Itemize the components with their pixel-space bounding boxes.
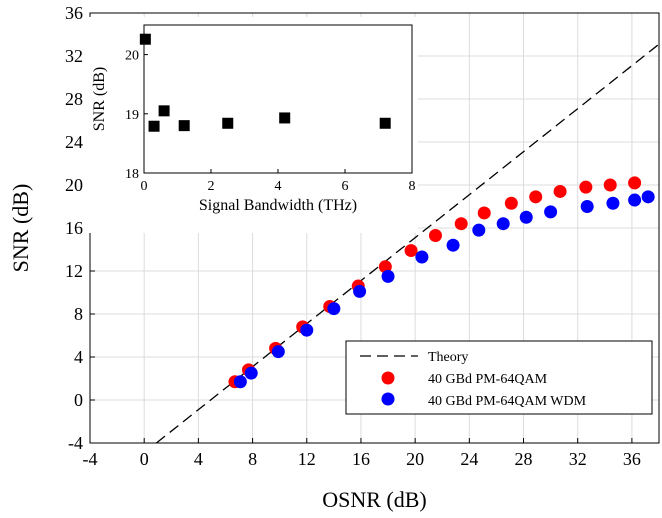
legend-label-64qam: 40 GBd PM-64QAM	[428, 372, 548, 387]
inset-y-axis-label: SNR (dB)	[91, 67, 108, 131]
inset-x-tick-label: 8	[409, 179, 416, 194]
x-tick-label: 20	[406, 449, 424, 469]
data-point-64qam-wdm	[641, 190, 655, 204]
y-tick-label: 0	[74, 390, 83, 410]
data-point-64qam-wdm	[446, 238, 460, 252]
y-tick-label: -4	[68, 433, 83, 453]
data-point-64qam-wdm	[353, 284, 367, 298]
data-point-64qam	[404, 244, 418, 258]
legend: Theory 40 GBd PM-64QAM 40 GBd PM-64QAM W…	[345, 340, 653, 415]
x-tick-label: 32	[569, 449, 587, 469]
data-point-64qam-wdm	[544, 205, 558, 219]
y-tick-label: 4	[74, 347, 83, 367]
legend-swatch-blue	[381, 392, 395, 406]
x-tick-label: -4	[83, 449, 98, 469]
y-axis-label: SNR (dB)	[8, 184, 33, 273]
inset-x-tick-label: 6	[342, 179, 349, 194]
data-point-64qam-wdm	[381, 269, 395, 283]
inset-data-point	[139, 33, 151, 45]
legend-label-theory: Theory	[428, 350, 468, 365]
x-tick-label: 24	[460, 449, 478, 469]
data-point-64qam	[603, 178, 617, 192]
y-tick-label: 20	[65, 175, 83, 195]
data-point-64qam-wdm	[327, 302, 341, 316]
main-data-points	[228, 176, 655, 389]
y-tick-label: 24	[65, 132, 83, 152]
data-point-64qam-wdm	[496, 217, 510, 231]
data-point-64qam-wdm	[300, 323, 314, 337]
data-point-64qam	[553, 184, 567, 198]
inset-x-tick-label: 4	[275, 179, 282, 194]
inset-data-points	[139, 33, 391, 132]
inset-chart: 0 2 4 6 8 18 19 20 Signal Bandwidth (THz) SNR (…	[88, 17, 418, 233]
y-tick-label: 16	[65, 218, 83, 238]
data-point-64qam-wdm	[415, 250, 429, 264]
x-axis-label: OSNR (dB)	[322, 487, 427, 512]
legend-swatch-red	[381, 371, 395, 385]
data-point-64qam-wdm	[472, 223, 486, 237]
x-tick-label: 16	[352, 449, 370, 469]
data-point-64qam	[529, 190, 543, 204]
inset-background	[88, 17, 418, 233]
data-point-64qam-wdm	[271, 345, 285, 359]
data-point-64qam	[454, 217, 468, 231]
data-point-64qam	[428, 229, 442, 243]
x-tick-label: 12	[298, 449, 316, 469]
legend-label-64qam-wdm: 40 GBd PM-64QAM WDM	[428, 394, 587, 409]
data-point-64qam-wdm	[606, 196, 620, 210]
inset-y-tick-label: 19	[125, 108, 139, 123]
inset-y-tick-label: 20	[125, 49, 139, 64]
data-point-64qam	[579, 180, 593, 194]
data-point-64qam	[477, 206, 491, 220]
legend-box	[345, 340, 653, 415]
inset-y-tick-label: 18	[125, 167, 139, 182]
data-point-64qam	[504, 196, 518, 210]
x-tick-label: 36	[623, 449, 641, 469]
y-tick-label: 12	[65, 261, 83, 281]
inset-tick-labels: 0 2 4 6 8 18 19 20	[125, 49, 416, 194]
x-tick-label: 4	[194, 449, 203, 469]
x-tick-label: 8	[248, 449, 257, 469]
inset-data-point	[158, 105, 170, 117]
data-point-64qam-wdm	[628, 193, 642, 207]
y-tick-label: 36	[65, 3, 83, 23]
data-point-64qam-wdm	[233, 375, 247, 389]
y-tick-label: 8	[74, 304, 83, 324]
x-tick-label: 0	[140, 449, 149, 469]
inset-data-point	[379, 117, 391, 129]
inset-data-point	[148, 120, 160, 132]
inset-data-point	[222, 117, 234, 129]
inset-x-tick-label: 2	[208, 179, 215, 194]
y-tick-label: 32	[65, 46, 83, 66]
inset-data-point	[178, 120, 190, 132]
inset-x-tick-label: 0	[141, 179, 148, 194]
data-point-64qam-wdm	[580, 200, 594, 213]
data-point-64qam	[628, 176, 642, 190]
x-tick-label: 28	[515, 449, 533, 469]
data-point-64qam-wdm	[519, 210, 533, 224]
y-tick-label: 28	[65, 89, 83, 109]
inset-x-axis-label: Signal Bandwidth (THz)	[199, 197, 357, 214]
data-point-64qam-wdm	[244, 366, 258, 380]
inset-data-point	[279, 112, 291, 124]
